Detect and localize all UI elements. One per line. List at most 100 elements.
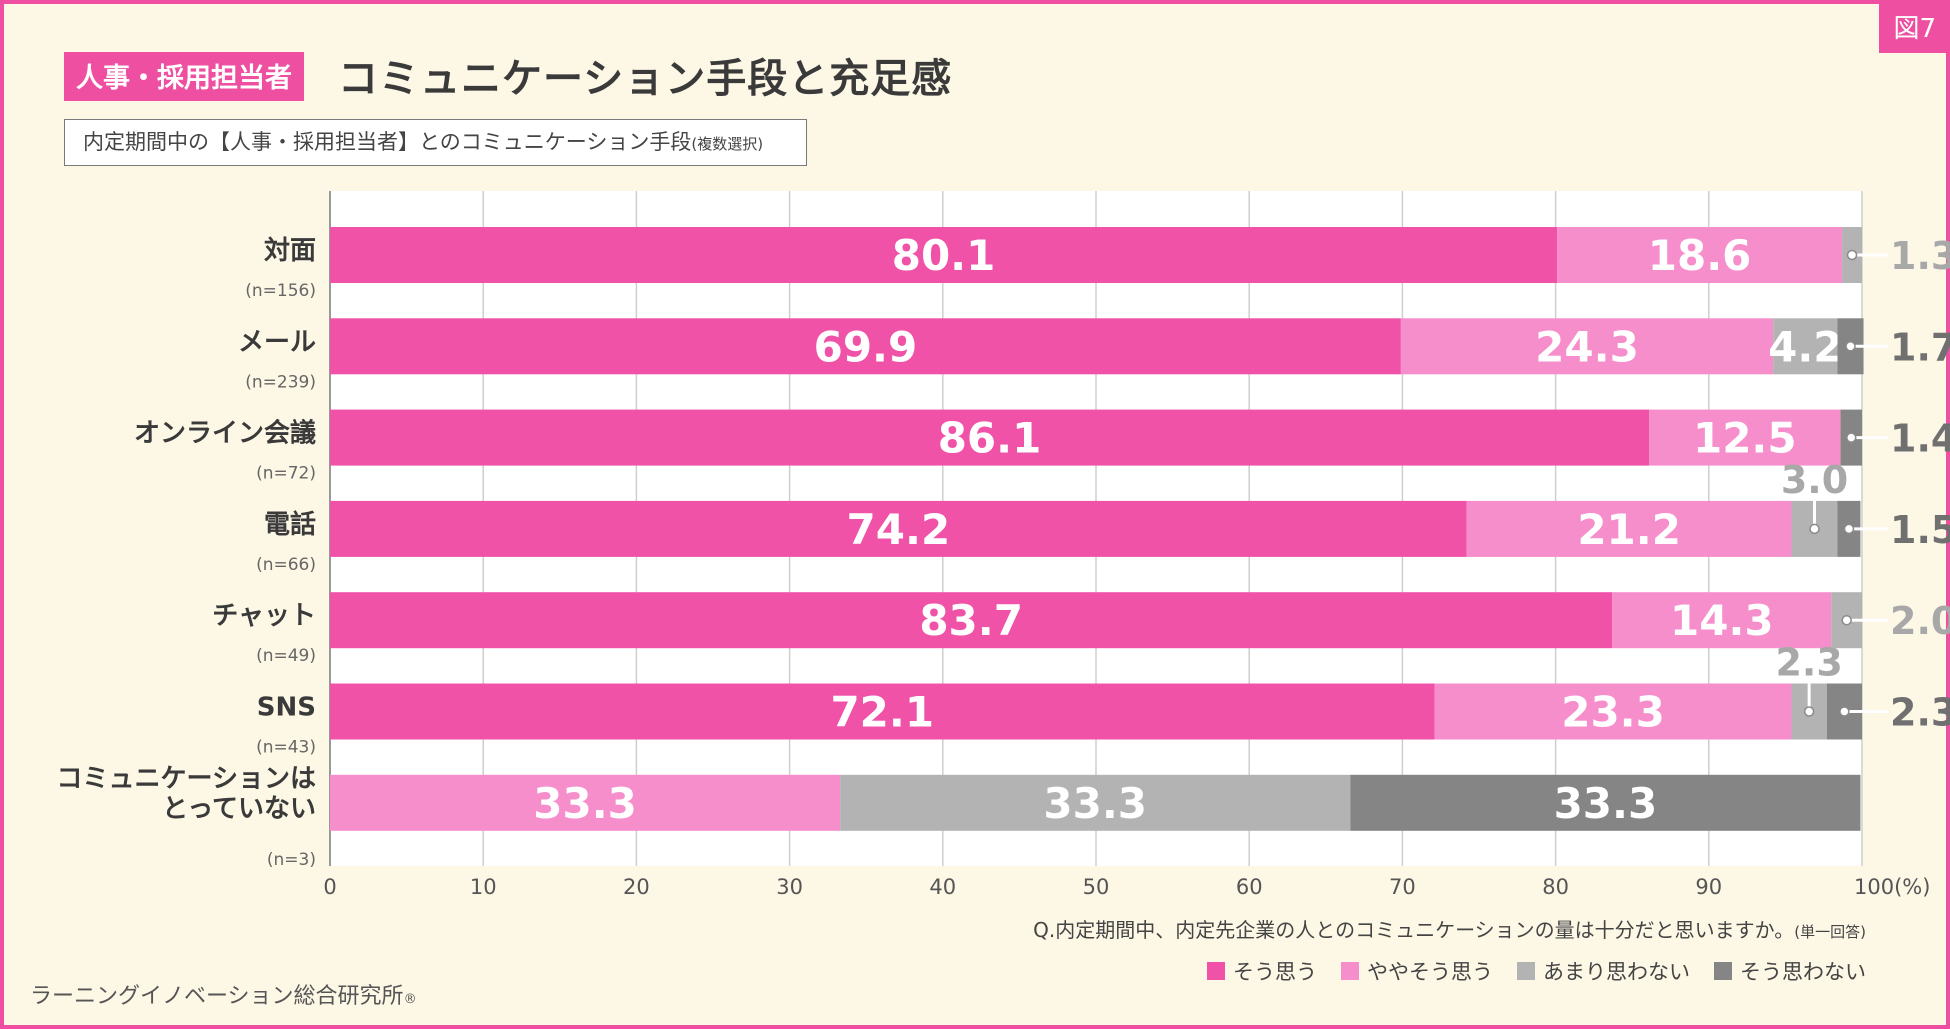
x-tick-label: 100(%) [1854,875,1930,899]
bar-value-label: 86.1 [938,414,1042,463]
callout-dot [1843,523,1855,535]
source-text: ラーニングイノベーション総合研究所 [30,984,404,1009]
category-label: メール [238,327,316,357]
bar-segment [1612,592,1832,649]
legend-swatch [1714,962,1732,980]
legend-swatch [1207,962,1225,980]
callout-dot [1846,432,1857,443]
callout-dot [1809,523,1820,535]
bar-segment [330,318,1401,375]
bar-segment [1434,683,1792,740]
bar-segment [1466,500,1792,557]
legend-label: そう思わない [1740,960,1866,984]
callout-value-label: 2.0 [1890,599,1950,643]
bar-value-label: 33.3 [1554,779,1658,828]
bar-value-label: 69.9 [814,322,918,371]
bar-segment [330,500,1467,557]
bar-value-label: 4.2 [1768,322,1842,371]
category-label: チャット [212,601,316,631]
question-main: Q.内定期間中、内定先企業の人とのコミュニケーションの量は十分だと思いますか。 [1033,918,1795,942]
bar-segment [1649,409,1841,466]
x-tick-label: 60 [1236,875,1263,899]
x-tick-label: 20 [623,875,650,899]
bar-value-label: 24.3 [1535,322,1639,371]
callout-value-label: 1.5 [1890,508,1950,552]
x-tick-label: 90 [1695,875,1722,899]
x-tick-label: 0 [323,875,336,899]
legend-item: ややそう思う [1341,956,1493,986]
x-tick-label: 30 [776,875,803,899]
bar-value-label: 21.2 [1577,505,1681,554]
category-n-label: (n=43) [256,738,316,758]
subtitle-box: 内定期間中の【人事・採用担当者】とのコミュニケーション手段(複数選択) [64,119,807,166]
bar-value-label: 14.3 [1670,596,1774,645]
category-label: コミュニケーションは [57,764,316,794]
x-tick-label: 40 [929,875,956,899]
bar-segment [330,227,1558,283]
x-tick-label: 70 [1389,875,1416,899]
legend-item: あまり思わない [1517,956,1690,986]
callout-value-label: 1.4 [1890,417,1950,461]
legend-swatch [1517,962,1535,980]
callout-value-label: 1.7 [1890,325,1950,369]
category-label: オンライン会議 [134,418,316,449]
legend-item: そう思わない [1714,956,1866,986]
bar-segment [840,774,1351,831]
bar-value-label: 12.5 [1693,414,1797,463]
category-n-label: (n=72) [256,464,316,484]
callout-dot [1845,341,1856,352]
x-tick-label: 50 [1083,875,1110,899]
bar-value-label: 33.3 [1043,779,1147,828]
legend-label: あまり思わない [1543,960,1690,984]
callout-value-label: 2.3 [1775,641,1842,685]
bar-value-label: 80.1 [892,231,996,280]
category-label: 対面 [264,236,316,266]
callout-dot [1803,706,1815,717]
title-tag: 人事・採用担当者 [64,52,304,101]
category-label: とっていない [162,794,316,824]
callout-dot [1839,706,1850,717]
callout-value-label: 1.3 [1890,234,1950,278]
bar-segment [330,592,1613,649]
bar-segment [330,774,841,831]
legend-swatch [1341,962,1359,980]
bar-segment [1773,318,1838,375]
category-n-label: (n=49) [256,646,316,666]
category-n-label: (n=3) [267,850,316,870]
callout-value-label: 2.3 [1890,691,1950,735]
bar-segment [330,409,1650,466]
bar-value-label: 23.3 [1561,688,1665,737]
callout-value-label: 3.0 [1781,458,1848,502]
question-note: (単一回答) [1794,923,1866,941]
bar-segment [330,683,1435,740]
legend-label: そう思う [1233,960,1317,984]
bar-segment [1400,318,1774,375]
subtitle-note: (複数選択) [691,135,764,153]
callout-dot [1841,614,1852,626]
question-text: Q.内定期間中、内定先企業の人とのコミュニケーションの量は十分だと思いますか。(… [1033,914,1866,943]
legend-label: ややそう思う [1367,960,1493,984]
category-n-label: (n=66) [256,555,316,575]
source-credit: ラーニングイノベーション総合研究所® [30,978,417,1010]
chart-title: コミュニケーション手段と充足感 [338,56,953,102]
bar-value-label: 33.3 [533,779,637,828]
bar-value-label: 83.7 [919,596,1023,645]
category-n-label: (n=156) [245,281,316,301]
category-label: 電話 [264,509,316,540]
category-label: SNS [257,693,316,723]
legend: そう思う ややそう思う あまり思わない そう思わない [1207,956,1866,986]
bar-value-label: 74.2 [847,505,951,554]
x-tick-label: 10 [470,875,497,899]
figure-badge: 図7 [1879,4,1946,53]
bar-value-label: 72.1 [830,688,934,737]
x-tick-label: 80 [1542,875,1569,899]
category-n-label: (n=239) [245,372,316,392]
callout-dot [1846,249,1858,261]
legend-item: そう思う [1207,956,1317,986]
bar-value-label: 18.6 [1648,231,1752,280]
bar-segment [1557,227,1843,283]
bar-segment [1350,774,1861,831]
registered-mark: ® [403,992,417,1007]
subtitle-text: 内定期間中の【人事・採用担当者】とのコミュニケーション手段 [83,130,692,154]
